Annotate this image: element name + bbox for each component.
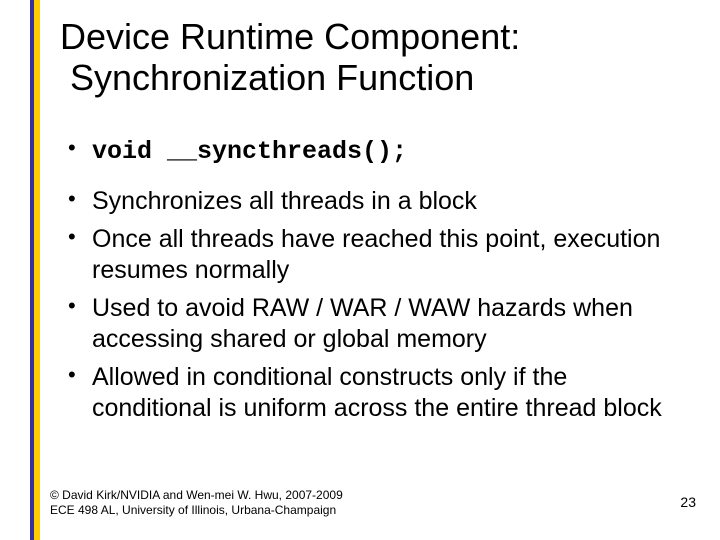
code-syncthreads: void __syncthreads(); xyxy=(92,137,407,166)
bullet-item-1: void __syncthreads(); xyxy=(62,135,682,168)
bullet-text-2: Synchronizes all threads in a block xyxy=(92,187,477,215)
bullet-text-5: Allowed in conditional constructs only i… xyxy=(92,363,662,422)
page-number: 23 xyxy=(680,494,696,510)
bullet-text-3: Once all threads have reached this point… xyxy=(92,225,660,284)
bullet-item-3: Once all threads have reached this point… xyxy=(62,224,682,285)
accent-bar xyxy=(30,0,40,540)
bullet-item-2: Synchronizes all threads in a block xyxy=(62,186,682,217)
accent-bar-yellow xyxy=(34,0,40,540)
bullet-list: void __syncthreads(); Synchronizes all t… xyxy=(62,135,682,431)
footer-line-2: ECE 498 AL, University of Illinois, Urba… xyxy=(50,503,336,517)
bullet-text-4: Used to avoid RAW / WAR / WAW hazards wh… xyxy=(92,294,633,353)
title-line-1: Device Runtime Component: xyxy=(60,16,520,57)
footer: © David Kirk/NVIDIA and Wen-mei W. Hwu, … xyxy=(50,488,343,518)
slide-title: Device Runtime Component: Synchronizatio… xyxy=(60,16,680,99)
bullet-item-4: Used to avoid RAW / WAR / WAW hazards wh… xyxy=(62,293,682,354)
bullet-item-5: Allowed in conditional constructs only i… xyxy=(62,362,682,423)
slide: Device Runtime Component: Synchronizatio… xyxy=(0,0,720,540)
title-line-2: Synchronization Function xyxy=(70,57,474,98)
footer-line-1: © David Kirk/NVIDIA and Wen-mei W. Hwu, … xyxy=(50,488,343,502)
